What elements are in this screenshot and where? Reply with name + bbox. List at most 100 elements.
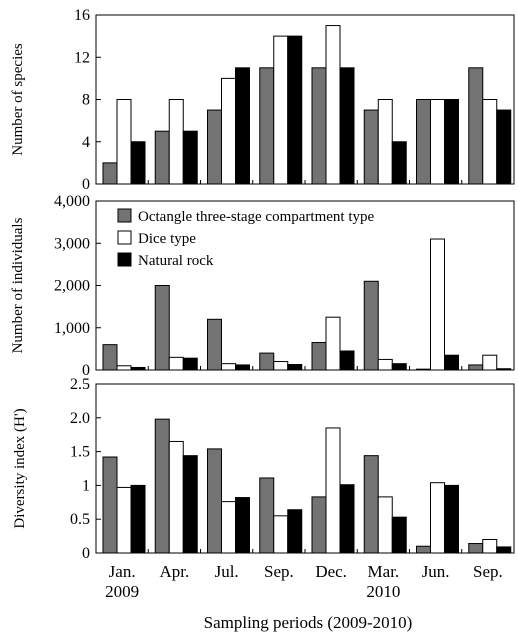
bar-panel2-series3-cat7 bbox=[444, 354, 459, 371]
x-tick-label: Mar. bbox=[368, 562, 400, 581]
x-tick-label-year: 2009 bbox=[105, 582, 139, 601]
bar-panel1-series1-cat1 bbox=[102, 162, 118, 185]
bar-panel2-series3-cat1 bbox=[130, 366, 146, 371]
bar-panel2-series1-cat3 bbox=[207, 318, 222, 371]
x-tick-label: Jul. bbox=[215, 562, 239, 581]
bar-panel1-series3-cat7 bbox=[444, 99, 459, 185]
bar-panel1-series2-cat4 bbox=[273, 35, 289, 185]
bar-panel3-series3-cat4 bbox=[287, 509, 303, 554]
bar-panel1-series2-cat7 bbox=[430, 99, 445, 185]
panel-2-ytick-label: 3,000 bbox=[54, 235, 90, 252]
bar-panel1-series3-cat1 bbox=[130, 141, 146, 185]
bar-panel3-series2-cat4 bbox=[273, 515, 289, 554]
legend-swatch bbox=[117, 252, 132, 267]
bar-panel3-series3-cat5 bbox=[339, 484, 355, 554]
bar-panel3-series1-cat8 bbox=[468, 543, 484, 554]
x-tick-label: Apr. bbox=[160, 562, 190, 581]
bar-panel3-series3-cat3 bbox=[235, 497, 250, 554]
bar-panel1-series1-cat2 bbox=[154, 130, 170, 185]
bar-panel3-series1-cat6 bbox=[363, 455, 379, 554]
bar-panel2-series1-cat2 bbox=[154, 285, 170, 371]
bar-panel1-series1-cat7 bbox=[416, 99, 431, 185]
bar-panel3-series2-cat1 bbox=[116, 486, 132, 554]
bar-panel1-series3-cat4 bbox=[287, 35, 303, 185]
bar-panel2-series2-cat4 bbox=[273, 361, 289, 371]
bar-panel3-series2-cat2 bbox=[168, 440, 184, 554]
chart-marks: 0 4 8 12 16 Number of species 0 1,000 2,000 3,000… bbox=[10, 7, 515, 601]
bar-panel3-series1-cat3 bbox=[207, 448, 222, 554]
legend-label: Octangle three-stage compartment type bbox=[138, 209, 374, 225]
panel-3-ytick-label: 2.0 bbox=[70, 410, 90, 427]
bar-panel2-series3-cat8 bbox=[496, 368, 512, 371]
bar-panel2-series1-cat7 bbox=[416, 368, 431, 371]
panel-2-ytick-label: 2,000 bbox=[54, 278, 90, 295]
bar-panel1-series1-cat6 bbox=[363, 109, 379, 185]
bar-panel3-series1-cat2 bbox=[154, 418, 170, 554]
bar-panel2-series3-cat2 bbox=[182, 357, 198, 371]
panel-1-y-axis-label: Number of species bbox=[10, 43, 26, 156]
legend-label: Dice type bbox=[138, 231, 196, 247]
panel-3-ytick-label: 2.5 bbox=[70, 376, 90, 393]
legend: Octangle three-stage compartment type Dic… bbox=[117, 208, 374, 269]
bar-panel2-series1-cat1 bbox=[102, 344, 118, 371]
bar-panel1-series3-cat3 bbox=[235, 67, 250, 185]
bar-panel1-series2-cat3 bbox=[221, 77, 236, 185]
legend-swatch bbox=[117, 208, 132, 223]
bar-panel2-series1-cat4 bbox=[259, 352, 275, 371]
panel-3-ytick-label: 0.5 bbox=[70, 511, 90, 528]
panel-3-ytick-label: 0 bbox=[82, 545, 90, 562]
bar-panel1-series2-cat2 bbox=[168, 99, 184, 185]
bar-panel1-series2-cat5 bbox=[325, 25, 341, 185]
x-tick-label: Sep. bbox=[473, 562, 503, 581]
legend-swatch bbox=[117, 230, 132, 245]
bar-panel2-series2-cat1 bbox=[116, 365, 132, 371]
panel-1-ytick-label: 8 bbox=[82, 92, 90, 109]
bar-panel3-series1-cat5 bbox=[311, 496, 327, 554]
panel-3-y-axis-label: Diversity index (H') bbox=[12, 408, 28, 528]
bar-panel3-series3-cat1 bbox=[130, 484, 146, 554]
bar-panel1-series1-cat4 bbox=[259, 67, 275, 185]
legend-label: Natural rock bbox=[138, 253, 214, 269]
bar-panel3-series2-cat3 bbox=[221, 501, 236, 554]
bar-panel3-series2-cat5 bbox=[325, 427, 341, 554]
bar-panel1-series3-cat8 bbox=[496, 109, 512, 185]
panel-3-ytick-label: 1 bbox=[82, 477, 90, 494]
bar-panel3-series3-cat6 bbox=[391, 516, 407, 554]
panel-1-ytick-label: 4 bbox=[82, 134, 90, 151]
bar-panel2-series3-cat5 bbox=[339, 350, 355, 371]
x-tick-label: Jan. bbox=[109, 562, 136, 581]
bar-panel1-series3-cat2 bbox=[182, 130, 198, 185]
panel-1-ytick-label: 12 bbox=[74, 49, 90, 66]
panel-2-ytick-label: 4,000 bbox=[54, 193, 90, 210]
bar-panel1-series3-cat6 bbox=[391, 141, 407, 185]
x-tick-label-year: 2010 bbox=[366, 582, 400, 601]
bar-panel2-series3-cat3 bbox=[235, 364, 250, 371]
bar-panel2-series2-cat5 bbox=[325, 316, 341, 371]
bar-panel2-series2-cat6 bbox=[377, 358, 393, 371]
bar-panel1-series2-cat6 bbox=[377, 99, 393, 185]
panel-2-ytick-label: 0 bbox=[82, 362, 90, 379]
bar-panel2-series2-cat3 bbox=[221, 363, 236, 371]
bar-panel3-series2-cat6 bbox=[377, 496, 393, 554]
panel-2-y-axis-label: Number of individuals bbox=[10, 217, 26, 353]
bar-panel2-series3-cat4 bbox=[287, 364, 303, 371]
bar-panel2-series1-cat8 bbox=[468, 364, 484, 371]
bar-panel2-series1-cat5 bbox=[311, 342, 327, 371]
x-tick-label: Dec. bbox=[315, 562, 347, 581]
bar-panel2-series3-cat6 bbox=[391, 363, 407, 371]
bar-panel3-series3-cat7 bbox=[444, 484, 459, 554]
bar-panel2-series2-cat2 bbox=[168, 356, 184, 371]
bar-panel2-series2-cat7 bbox=[430, 238, 445, 371]
bar-panel3-series1-cat7 bbox=[416, 545, 431, 554]
panel-1-ytick-label: 16 bbox=[74, 7, 90, 24]
bar-panel1-series2-cat8 bbox=[482, 99, 498, 185]
panel-2-ytick-label: 1,000 bbox=[54, 320, 90, 337]
x-tick-label: Jun. bbox=[422, 562, 450, 581]
bar-panel1-series1-cat5 bbox=[311, 67, 327, 185]
bar-panel3-series2-cat8 bbox=[482, 538, 498, 554]
bar-panel2-series1-cat6 bbox=[363, 280, 379, 371]
bar-panel3-series1-cat1 bbox=[102, 456, 118, 554]
x-tick-label: Sep. bbox=[264, 562, 294, 581]
panel-1-ytick-label: 0 bbox=[82, 176, 90, 193]
bar-panel1-series3-cat5 bbox=[339, 67, 355, 185]
